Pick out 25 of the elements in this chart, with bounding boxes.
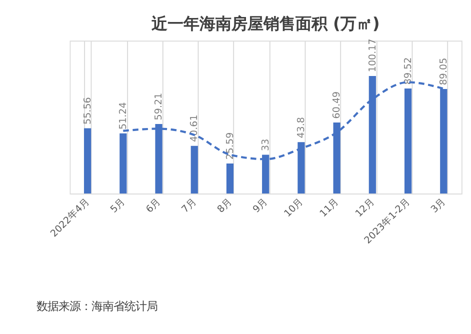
data-label: 59.21 [154, 92, 165, 120]
data-label: 51.24 [118, 102, 130, 130]
x-tick-label: 9月 [251, 196, 270, 216]
bar [190, 146, 198, 194]
bar [404, 88, 412, 194]
x-tick-label: 6月 [144, 196, 164, 216]
x-tick-label: 12月 [354, 196, 378, 220]
data-label: 60.49 [332, 91, 343, 119]
bar [226, 163, 234, 194]
data-label: 43.8 [296, 117, 308, 138]
data-label: 89.52 [402, 57, 414, 85]
chart-title: 近一年海南房屋销售面积 (万㎡) [150, 14, 380, 34]
x-tick-label: 5月 [108, 196, 128, 216]
x-tick-label: 10月 [282, 196, 306, 220]
data-label: 89.05 [438, 58, 450, 86]
bar [84, 128, 92, 194]
data-label: 33 [260, 138, 272, 151]
x-tick-label: 8月 [215, 196, 235, 216]
x-tick-label: 3月 [429, 196, 448, 216]
x-tick-label: 11月 [318, 196, 342, 220]
x-tick-label: 7月 [180, 196, 199, 216]
data-label: 25.59 [224, 132, 236, 160]
source-note: 数据来源：海南省统计局 [36, 299, 158, 314]
data-label: 55.56 [82, 97, 94, 124]
data-label: 100.17 [367, 38, 378, 72]
